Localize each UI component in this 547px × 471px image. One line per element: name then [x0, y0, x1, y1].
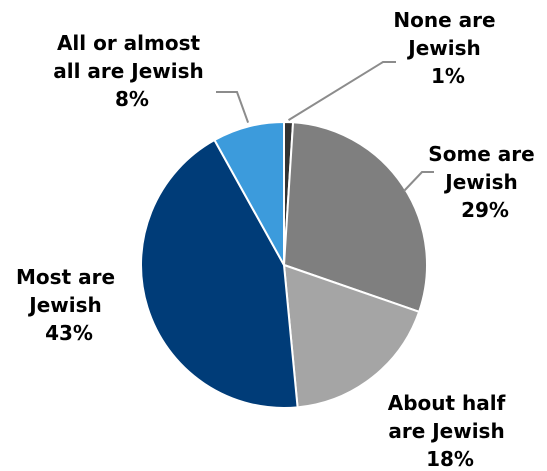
slice-label-some-are-jewish: Some are Jewish 29% [428, 142, 541, 222]
slice-label-about-half-are-jewish: About half are Jewish 18% [388, 391, 513, 471]
pie-slice-about-half-are-jewish [283, 264, 421, 409]
slice-label-all-or-almost-all-are-jewish: All or almost all are Jewish 8% [53, 31, 211, 111]
leader-line-all-or-almost-all-are-jewish [216, 91, 250, 123]
pie-slice-some-are-jewish [283, 121, 428, 313]
leader-line-some-are-jewish [403, 171, 434, 192]
pie-slice-all-or-almost-all-are-jewish [213, 121, 285, 266]
slice-label-none-are-jewish: None are Jewish 1% [393, 8, 502, 88]
slice-label-most-are-jewish: Most are Jewish 43% [16, 265, 122, 345]
pie-slice-most-are-jewish [140, 139, 299, 409]
leader-line-none-are-jewish [287, 61, 396, 121]
leader-lines [216, 61, 434, 192]
pie-slices [140, 121, 428, 409]
